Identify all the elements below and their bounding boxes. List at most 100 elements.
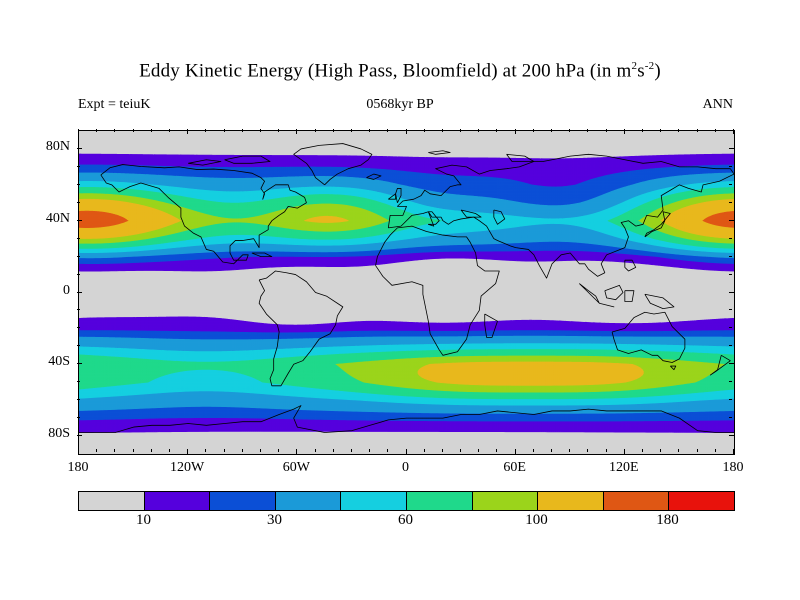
x-axis-tick <box>314 449 316 452</box>
contour-bands <box>79 131 734 454</box>
y-axis-tick <box>729 201 732 203</box>
y-axis-tick <box>77 327 80 329</box>
x-axis-tick <box>168 129 170 132</box>
x-axis-tick <box>733 449 734 454</box>
x-axis-tick <box>405 129 407 134</box>
y-axis-tick <box>77 363 82 365</box>
colorbar-segment[interactable] <box>274 492 341 510</box>
x-axis-tick <box>514 129 516 134</box>
x-axis-tick <box>532 129 534 132</box>
x-tick-label: 60W <box>282 460 310 475</box>
x-axis-tick <box>114 449 116 452</box>
x-axis-tick <box>660 129 662 132</box>
y-axis-tick <box>729 435 734 437</box>
y-axis-tick <box>77 417 80 419</box>
y-axis-tick <box>77 237 80 239</box>
y-tick-label: 80N <box>45 138 70 154</box>
colorbar-segment[interactable] <box>143 492 210 510</box>
x-axis-tick <box>587 129 589 132</box>
y-tick-label: 40N <box>45 210 70 226</box>
page-title: Eddy Kinetic Energy (High Pass, Bloomfie… <box>139 60 661 82</box>
map-plot-area <box>78 130 735 455</box>
y-axis-tick <box>729 291 734 293</box>
colorbar-segment[interactable] <box>209 492 275 510</box>
x-axis-tick <box>369 129 371 132</box>
y-axis-tick <box>729 147 734 149</box>
x-axis-tick <box>460 129 462 132</box>
x-axis-tick <box>278 129 280 132</box>
x-axis-tick <box>569 129 571 132</box>
x-axis-tick <box>223 449 225 452</box>
season-label: ANN <box>702 97 733 112</box>
y-axis-tick <box>77 219 82 221</box>
x-axis-tick <box>350 129 352 132</box>
x-axis-tick <box>241 449 243 452</box>
y-axis-tick <box>729 417 732 419</box>
x-axis-tick <box>332 449 334 452</box>
x-axis-tick <box>696 449 698 452</box>
x-axis-tick <box>623 449 625 454</box>
x-axis-tick <box>605 449 607 452</box>
x-axis-tick <box>78 449 79 454</box>
x-axis-tick <box>441 449 443 452</box>
x-tick-label: 120E <box>609 460 639 475</box>
colorbar-segment[interactable] <box>602 492 669 510</box>
x-axis-tick <box>332 129 334 132</box>
x-axis-tick <box>96 129 98 132</box>
x-axis-tick <box>168 449 170 452</box>
colorbar-segment[interactable] <box>79 492 144 510</box>
x-axis-tick <box>678 449 680 452</box>
x-axis-tick <box>278 449 280 452</box>
x-axis-tick <box>296 449 298 454</box>
x-axis-tick <box>150 129 152 132</box>
colorbar-segment[interactable] <box>537 492 603 510</box>
x-axis-tick <box>259 129 261 132</box>
x-axis-tick <box>96 449 98 452</box>
y-axis-tick <box>729 183 732 185</box>
y-axis-tick <box>77 435 82 437</box>
x-axis-tick <box>132 129 134 132</box>
title-superscript-2: 2 <box>631 60 638 72</box>
x-axis-tick <box>714 129 716 132</box>
y-axis-tick <box>77 309 80 311</box>
x-axis-tick <box>605 129 607 132</box>
x-axis-tick <box>551 449 553 452</box>
colorbar-tick-label: 180 <box>656 512 679 528</box>
x-axis-tick <box>150 449 152 452</box>
x-axis-tick <box>660 449 662 452</box>
x-axis-tick <box>696 129 698 132</box>
x-axis-tick <box>623 129 625 134</box>
y-axis-tick <box>729 399 732 401</box>
x-axis-tick <box>387 129 389 132</box>
experiment-label: Expt = teiuK <box>78 97 151 112</box>
x-axis-tick <box>296 129 298 134</box>
x-axis-tick <box>405 449 407 454</box>
coastlines <box>79 143 734 433</box>
x-axis-tick <box>733 129 734 134</box>
x-axis-tick <box>441 129 443 132</box>
x-axis-tick <box>387 449 389 452</box>
x-axis-tick <box>678 129 680 132</box>
y-axis-tick <box>77 291 82 293</box>
x-axis-tick <box>259 449 261 452</box>
colorbar[interactable] <box>78 491 735 511</box>
y-tick-label: 0 <box>63 282 70 298</box>
x-axis-tick <box>132 449 134 452</box>
x-tick-label: 180 <box>67 460 89 475</box>
x-axis-tick <box>587 449 589 452</box>
y-axis-tick <box>77 183 80 185</box>
y-axis-tick <box>77 273 80 275</box>
y-axis-tick <box>729 363 734 365</box>
colorbar-segment[interactable] <box>340 492 406 510</box>
x-tick-label: 120W <box>170 460 205 475</box>
x-axis-tick <box>642 129 644 132</box>
colorbar-segment[interactable] <box>471 492 538 510</box>
colorbar-segment[interactable] <box>668 492 734 510</box>
x-axis-tick <box>460 449 462 452</box>
colorbar-segment[interactable] <box>405 492 472 510</box>
x-axis-tick <box>496 449 498 452</box>
x-tick-label: 60E <box>503 460 526 475</box>
y-axis-tick <box>77 147 82 149</box>
x-axis-tick <box>514 449 516 454</box>
